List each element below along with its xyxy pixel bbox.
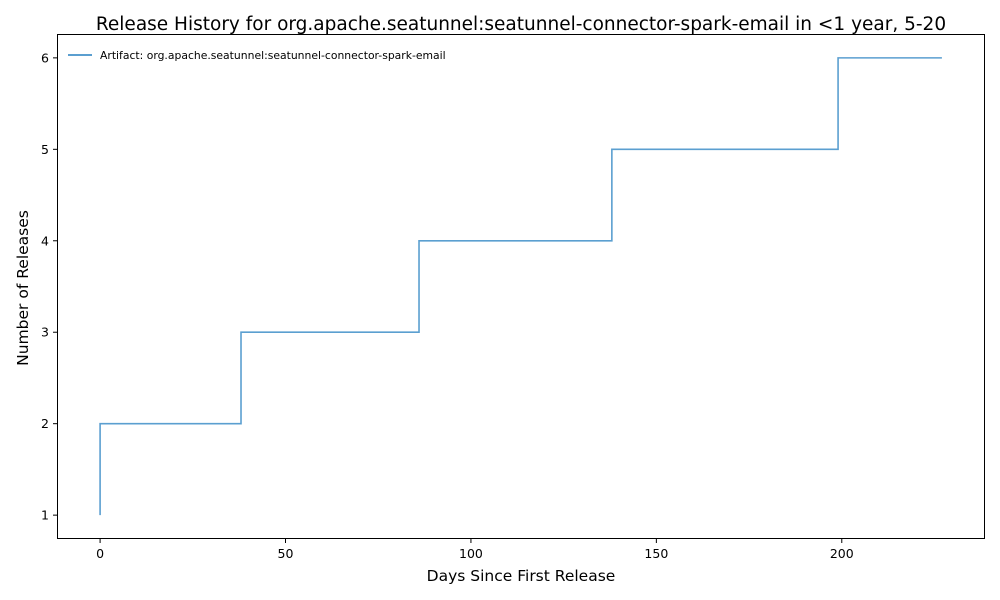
series-step-line [99,57,942,516]
y-tick-label: 4 [41,233,49,248]
y-axis-ticks: 1 2 3 4 5 6 [41,50,58,523]
x-axis-label: Days Since First Release [427,567,616,585]
y-tick-label: 2 [41,416,49,431]
x-tick-label: 150 [644,546,668,561]
x-tick-label: 200 [830,546,854,561]
plot-frame [57,34,985,539]
chart-title: Release History for org.apache.seatunnel… [96,14,946,35]
plot-area [57,34,985,539]
y-tick-label: 5 [41,142,49,157]
y-axis-label: Number of Releases [14,210,32,366]
x-axis-ticks: 0 50 100 150 200 [96,538,854,561]
y-tick-label: 3 [41,325,49,340]
series-layer [99,57,942,516]
y-tick-label: 6 [41,50,49,65]
x-tick-label: 100 [459,546,483,561]
y-tick-label: 1 [41,508,49,523]
x-tick-label: 50 [278,546,294,561]
legend: Artifact: org.apache.seatunnel:seatunnel… [68,49,446,62]
x-tick-label: 0 [96,546,104,561]
legend-label: Artifact: org.apache.seatunnel:seatunnel… [100,49,446,62]
